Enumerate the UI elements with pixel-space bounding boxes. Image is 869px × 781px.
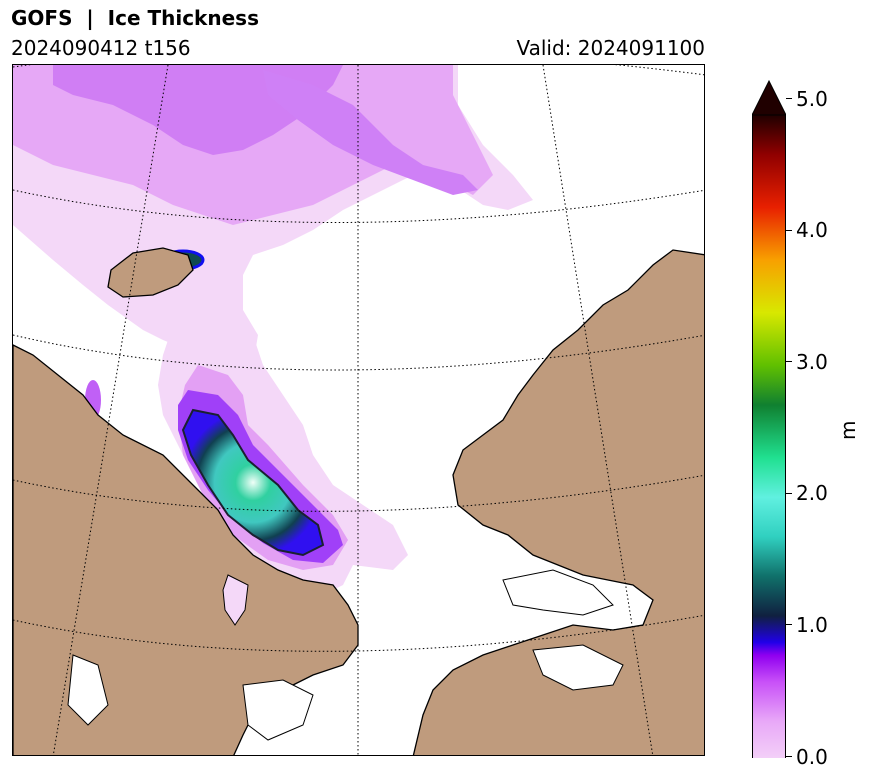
tick-mark-0 <box>786 756 792 757</box>
colorbar-unit-label: m <box>836 420 860 440</box>
bay-east-1 <box>502 569 614 616</box>
colorbar-extend-arrow <box>752 79 786 116</box>
valid-time-label: Valid: 2024091100 <box>516 36 705 60</box>
tick-mark-4 <box>786 230 792 231</box>
tick-mark-3 <box>786 361 792 362</box>
tick-mark-1 <box>786 624 792 625</box>
colorbar-gradient <box>752 114 786 758</box>
parallel-3 <box>13 334 704 371</box>
parallel-5 <box>13 614 704 652</box>
meridian-1 <box>52 65 169 755</box>
ice-thick-core <box>181 408 325 557</box>
colorbar <box>752 79 786 758</box>
land-island <box>107 247 194 298</box>
tick-label-1: 1.0 <box>796 613 828 637</box>
bay-east-2 <box>532 644 624 691</box>
map-panel <box>12 64 705 756</box>
graticule <box>13 65 704 755</box>
tick-label-5: 5.0 <box>796 87 828 111</box>
tick-label-0: 0.0 <box>796 745 828 769</box>
bay-west-3 <box>242 679 314 741</box>
bay-west-1 <box>222 574 249 626</box>
tick-label-4: 4.0 <box>796 218 828 242</box>
tick-mark-2 <box>786 493 792 494</box>
land-east <box>412 249 704 755</box>
ice-streak-north <box>263 70 478 195</box>
tick-mark-5 <box>786 98 792 99</box>
tick-label-2: 2.0 <box>796 481 828 505</box>
meridian-3 <box>542 65 654 755</box>
parallel-4 <box>13 474 704 512</box>
map-canvas <box>13 65 704 755</box>
map-title: GOFS | Ice Thickness <box>11 6 259 30</box>
bay-west-2 <box>67 654 109 726</box>
parallel-2 <box>13 189 704 223</box>
tick-label-3: 3.0 <box>796 350 828 374</box>
run-label: 2024090412 t156 <box>11 36 191 60</box>
